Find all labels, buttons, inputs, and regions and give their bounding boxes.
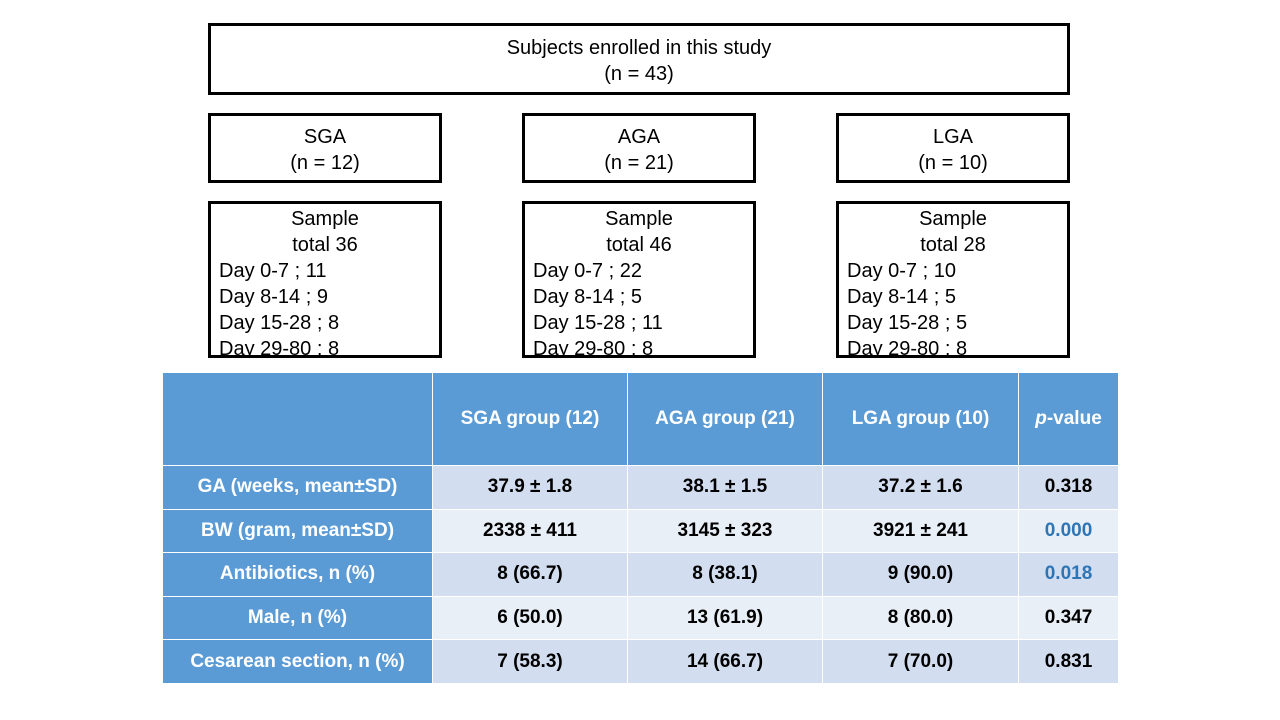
cell-sga: 8 (66.7) xyxy=(432,552,628,597)
enrolled-count: (n = 43) xyxy=(604,63,674,85)
header-lga: LGA group (10) xyxy=(822,372,1019,466)
cell-lga: 37.2 ± 1.6 xyxy=(822,465,1019,510)
cell-sga: 2338 ± 411 xyxy=(432,508,628,554)
sample-box-aga: Sample total 46 Day 0-7 ; 22 Day 8-14 ; … xyxy=(522,201,756,358)
cell-pvalue-significant: 0.018 xyxy=(1018,552,1119,597)
group-box-sga: SGA (n = 12) xyxy=(208,113,442,183)
group-name: SGA xyxy=(303,126,347,148)
sample-line: Day 29-80 ; 8 xyxy=(847,338,968,358)
group-count: (n = 10) xyxy=(918,152,988,174)
sample-line: Day 8-14 ; 5 xyxy=(533,286,642,308)
sample-line: Day 8-14 ; 9 xyxy=(219,286,328,308)
sample-line: Day 15-28 ; 5 xyxy=(847,312,968,334)
pvalue-italic: p xyxy=(1035,408,1047,429)
sample-line: Day 15-28 ; 8 xyxy=(219,312,340,334)
enrolled-subjects-box: Subjects enrolled in this study (n = 43) xyxy=(208,23,1070,95)
row-label: GA (weeks, mean±SD) xyxy=(162,465,433,510)
sample-total: total 36 xyxy=(292,234,358,256)
header-empty xyxy=(162,372,433,466)
row-label: Cesarean section, n (%) xyxy=(162,639,433,684)
group-name: LGA xyxy=(932,126,974,148)
cell-pvalue: 0.347 xyxy=(1018,595,1119,641)
cell-sga: 6 (50.0) xyxy=(432,595,628,641)
group-count: (n = 21) xyxy=(604,152,674,174)
sample-line: Day 0-7 ; 10 xyxy=(847,260,956,282)
cell-aga: 13 (61.9) xyxy=(627,595,823,641)
sample-line: Day 29-80 ; 8 xyxy=(533,338,654,358)
cell-aga: 3145 ± 323 xyxy=(627,508,823,554)
sample-title: Sample xyxy=(291,208,359,230)
cell-aga: 14 (66.7) xyxy=(627,639,823,684)
row-label: Male, n (%) xyxy=(162,595,433,641)
characteristics-table: SGA group (12) AGA group (21) LGA group … xyxy=(162,372,1119,684)
sample-line: Day 0-7 ; 22 xyxy=(533,260,642,282)
cell-pvalue: 0.318 xyxy=(1018,465,1119,510)
table-row: GA (weeks, mean±SD) 37.9 ± 1.8 38.1 ± 1.… xyxy=(162,465,1119,510)
sample-box-sga: Sample total 36 Day 0-7 ; 11 Day 8-14 ; … xyxy=(208,201,442,358)
group-box-lga: LGA (n = 10) xyxy=(836,113,1070,183)
sample-line: Day 15-28 ; 11 xyxy=(533,312,663,334)
cell-lga: 9 (90.0) xyxy=(822,552,1019,597)
sample-title: Sample xyxy=(605,208,673,230)
header-sga: SGA group (12) xyxy=(432,372,628,466)
row-label: Antibiotics, n (%) xyxy=(162,552,433,597)
row-label: BW (gram, mean±SD) xyxy=(162,508,433,554)
group-name: AGA xyxy=(617,126,661,148)
sample-line: Day 29-80 ; 8 xyxy=(219,338,340,358)
cell-pvalue-significant: 0.000 xyxy=(1018,508,1119,554)
cell-sga: 7 (58.3) xyxy=(432,639,628,684)
sample-total: total 46 xyxy=(606,234,672,256)
enrolled-title: Subjects enrolled in this study xyxy=(506,37,772,59)
table-row: Cesarean section, n (%) 7 (58.3) 14 (66.… xyxy=(162,639,1119,684)
cell-lga: 7 (70.0) xyxy=(822,639,1019,684)
table-row: Male, n (%) 6 (50.0) 13 (61.9) 8 (80.0) … xyxy=(162,595,1119,641)
table-header-row: SGA group (12) AGA group (21) LGA group … xyxy=(162,372,1119,466)
group-count: (n = 12) xyxy=(290,152,360,174)
header-aga: AGA group (21) xyxy=(627,372,823,466)
cell-lga: 3921 ± 241 xyxy=(822,508,1019,554)
cell-sga: 37.9 ± 1.8 xyxy=(432,465,628,510)
header-pvalue: p-value xyxy=(1018,372,1119,466)
pvalue-rest: -value xyxy=(1046,408,1102,429)
sample-line: Day 8-14 ; 5 xyxy=(847,286,956,308)
group-box-aga: AGA (n = 21) xyxy=(522,113,756,183)
sample-total: total 28 xyxy=(920,234,986,256)
cell-aga: 8 (38.1) xyxy=(627,552,823,597)
table-row: BW (gram, mean±SD) 2338 ± 411 3145 ± 323… xyxy=(162,508,1119,554)
cell-lga: 8 (80.0) xyxy=(822,595,1019,641)
sample-box-lga: Sample total 28 Day 0-7 ; 10 Day 8-14 ; … xyxy=(836,201,1070,358)
table-row: Antibiotics, n (%) 8 (66.7) 8 (38.1) 9 (… xyxy=(162,552,1119,597)
sample-title: Sample xyxy=(919,208,987,230)
cell-pvalue: 0.831 xyxy=(1018,639,1119,684)
sample-line: Day 0-7 ; 11 xyxy=(219,260,327,282)
cell-aga: 38.1 ± 1.5 xyxy=(627,465,823,510)
